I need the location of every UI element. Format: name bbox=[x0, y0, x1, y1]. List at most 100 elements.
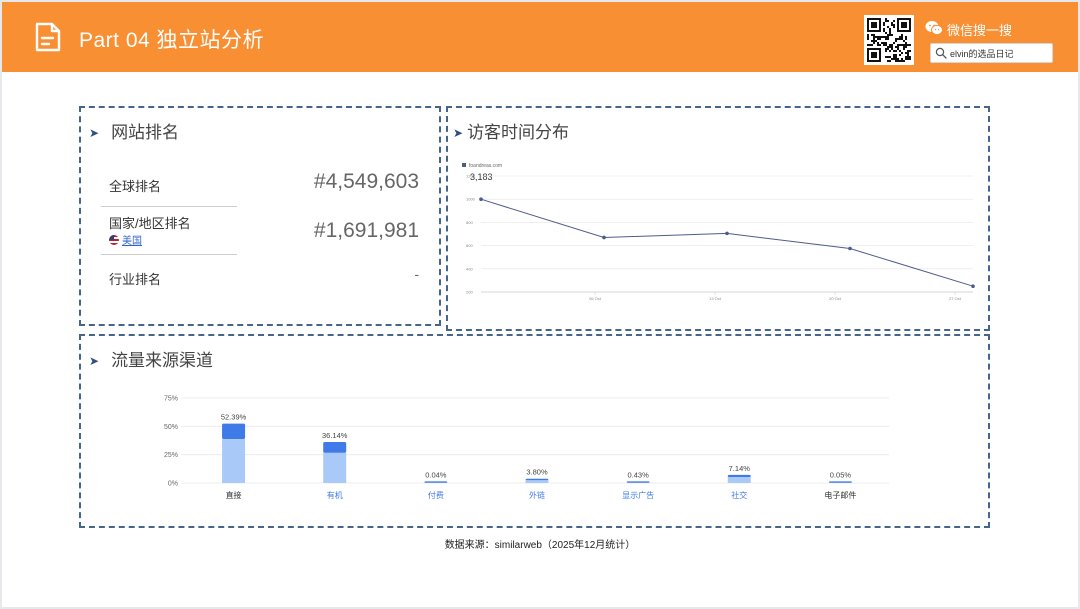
bar-lower[interactable] bbox=[727, 477, 751, 483]
wechat-icon bbox=[925, 21, 943, 36]
qr-module bbox=[887, 60, 889, 62]
bar-upper[interactable] bbox=[626, 481, 650, 483]
qr-module bbox=[899, 36, 901, 38]
arrow-icon: ➤ bbox=[89, 126, 100, 140]
visits-total: 3,183 bbox=[470, 172, 493, 182]
qr-module bbox=[901, 44, 903, 46]
qr-module bbox=[899, 50, 901, 52]
qr-module bbox=[885, 18, 887, 20]
qr-module bbox=[883, 44, 885, 46]
qr-module bbox=[905, 52, 907, 54]
qr-code-icon bbox=[867, 18, 911, 62]
category-label[interactable]: 付费 bbox=[428, 490, 444, 500]
bar-lower[interactable] bbox=[323, 452, 347, 483]
category-label[interactable]: 社交 bbox=[731, 490, 747, 500]
qr-module bbox=[883, 36, 885, 38]
visits-line-chart: foandreas.com 3,183 200 400 600 800 1000 1200… bbox=[462, 163, 975, 301]
qr-module bbox=[885, 56, 887, 58]
x-tick-label: 06 Oct bbox=[589, 296, 602, 301]
data-point[interactable] bbox=[725, 231, 729, 236]
qr-code bbox=[864, 15, 914, 65]
qr-module bbox=[891, 46, 893, 48]
global-rank-row: 全球排名 #4,549,603 bbox=[109, 170, 439, 200]
global-rank-value: #4,549,603 bbox=[313, 170, 419, 193]
qr-finder bbox=[901, 22, 907, 28]
bar-upper[interactable] bbox=[222, 423, 246, 440]
wechat-search-label: 微信搜一搜 bbox=[947, 23, 1013, 38]
x-tick-label: 20 Oct bbox=[829, 296, 842, 301]
country-rank-label: 国家/地区排名 bbox=[109, 216, 191, 231]
y-tick-label: 50% bbox=[164, 424, 178, 431]
qr-module bbox=[887, 46, 889, 48]
qr-module bbox=[899, 44, 901, 46]
qr-module bbox=[867, 44, 869, 46]
data-point[interactable] bbox=[971, 284, 975, 288]
data-point[interactable] bbox=[848, 246, 852, 251]
qr-module bbox=[895, 56, 897, 58]
bar-upper[interactable] bbox=[323, 442, 347, 453]
qr-module bbox=[889, 28, 891, 30]
qr-module bbox=[871, 40, 873, 42]
x-tick-label: 13 Oct bbox=[709, 296, 722, 301]
bar-upper[interactable] bbox=[727, 474, 751, 478]
qr-module bbox=[887, 26, 889, 28]
category-label[interactable]: 外链 bbox=[529, 490, 545, 500]
qr-module bbox=[903, 40, 905, 42]
qr-module bbox=[889, 44, 891, 46]
qr-module bbox=[889, 30, 891, 32]
qr-module bbox=[905, 58, 907, 60]
header-bar: Part 04 独立站分析 微信搜一搜 elvin的选品日记 bbox=[2, 2, 1078, 72]
qr-module bbox=[907, 54, 909, 56]
qr-module bbox=[885, 36, 887, 38]
qr-module bbox=[873, 36, 875, 38]
qr-module bbox=[881, 36, 883, 38]
category-label[interactable]: 有机 bbox=[327, 490, 343, 500]
bar-lower[interactable] bbox=[222, 439, 246, 483]
bar-upper[interactable] bbox=[525, 478, 549, 481]
us-flag-icon bbox=[109, 235, 119, 245]
qr-module bbox=[871, 44, 873, 46]
qr-module bbox=[889, 34, 891, 36]
search-icon bbox=[935, 47, 947, 59]
qr-module bbox=[901, 36, 903, 38]
qr-module bbox=[885, 42, 887, 44]
traffic-bar-chart: 0% 25% 50% 75% 52.39% 直接 36.14% 有机 0.04% 付费 3.80% 外… bbox=[164, 396, 889, 500]
qr-module bbox=[895, 46, 897, 48]
qr-module bbox=[907, 50, 909, 52]
y-tick-label: 600 bbox=[466, 243, 473, 248]
qr-module bbox=[889, 56, 891, 58]
qr-module bbox=[893, 50, 895, 52]
qr-module bbox=[885, 44, 887, 46]
data-point[interactable] bbox=[479, 197, 483, 201]
qr-module bbox=[891, 34, 893, 36]
bar-value-label: 7.14% bbox=[729, 464, 751, 473]
bar-value-label: 3.80% bbox=[526, 468, 548, 477]
bar-lower[interactable] bbox=[525, 480, 549, 483]
qr-module bbox=[907, 56, 909, 58]
qr-module bbox=[903, 60, 905, 62]
qr-module bbox=[905, 46, 907, 48]
qr-module bbox=[871, 34, 873, 36]
category-label[interactable]: 显示广告 bbox=[622, 490, 654, 500]
qr-module bbox=[905, 38, 907, 40]
bar-upper[interactable] bbox=[828, 481, 852, 483]
qr-module bbox=[891, 22, 893, 24]
qr-module bbox=[877, 38, 879, 40]
bar-value-label: 0.04% bbox=[425, 470, 447, 479]
data-point[interactable] bbox=[602, 235, 606, 240]
industry-rank-label: 行业排名 bbox=[109, 272, 162, 287]
country-link[interactable]: 美国 bbox=[109, 232, 142, 247]
qr-module bbox=[901, 52, 903, 54]
qr-module bbox=[883, 42, 885, 44]
qr-module bbox=[873, 42, 875, 44]
qr-module bbox=[873, 34, 875, 36]
qr-module bbox=[893, 54, 895, 56]
bar-upper[interactable] bbox=[424, 481, 448, 483]
wechat-search-box[interactable]: elvin的选品日记 bbox=[930, 43, 1053, 63]
arrow-icon: ➤ bbox=[453, 126, 464, 140]
qr-module bbox=[893, 26, 895, 28]
qr-module bbox=[887, 56, 889, 58]
qr-module bbox=[889, 46, 891, 48]
bar-value-label: 52.39% bbox=[221, 413, 247, 422]
